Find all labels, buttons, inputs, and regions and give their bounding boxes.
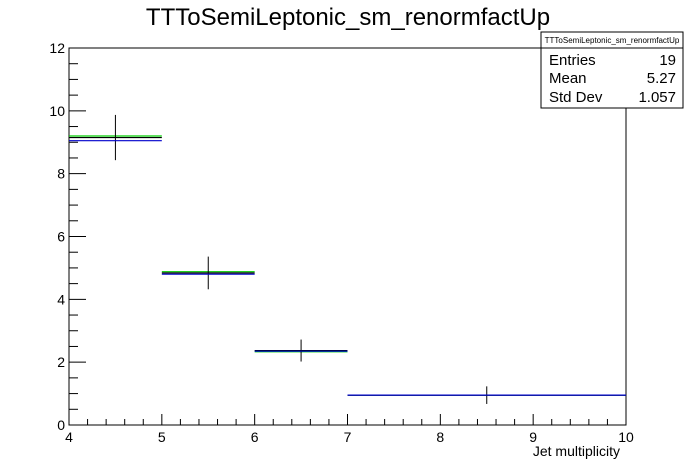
- x-tick-label: 7: [344, 429, 352, 445]
- y-tick-label: 10: [49, 103, 65, 119]
- stats-entries-label: Entries: [549, 52, 596, 69]
- x-tick-label: 8: [436, 429, 444, 445]
- stats-box-frame: [540, 31, 684, 109]
- x-tick-labels: 4 5 6 7 8 9 10: [65, 429, 634, 445]
- series-group: [69, 114, 626, 404]
- y-tick-label: 2: [57, 354, 65, 370]
- chart-title: TTToSemiLeptonic_sm_renormfactUp: [146, 4, 550, 31]
- axis-ticks: [68, 47, 627, 426]
- stats-stddev-value: 1.057: [638, 89, 676, 106]
- x-tick-label: 9: [529, 429, 537, 445]
- stats-stddev-label: Std Dev: [549, 89, 603, 106]
- y-tick-label: 6: [57, 229, 65, 245]
- y-tick-label: 8: [57, 166, 65, 182]
- y-tick-label: 12: [49, 40, 65, 56]
- stats-entries-value: 19: [659, 52, 676, 69]
- series-2: [69, 140, 626, 396]
- x-tick-label: 6: [251, 429, 259, 445]
- y-tick-label: 0: [57, 417, 65, 433]
- x-tick-label: 5: [158, 429, 166, 445]
- x-axis-title: Jet multiplicity: [533, 443, 620, 459]
- stats-mean-value: 5.27: [647, 70, 676, 87]
- y-tick-label: 4: [57, 291, 65, 307]
- x-tick-label: 4: [65, 429, 73, 445]
- stats-box-title: TTToSemiLeptonic_sm_renormfactUp: [545, 36, 680, 45]
- y-tick-labels: 0 2 4 6 8 10 12: [49, 40, 65, 433]
- stats-box: TTToSemiLeptonic_sm_renormfactUp Entries…: [540, 31, 684, 109]
- stats-mean-label: Mean: [549, 70, 587, 87]
- x-tick-label: 10: [618, 429, 634, 445]
